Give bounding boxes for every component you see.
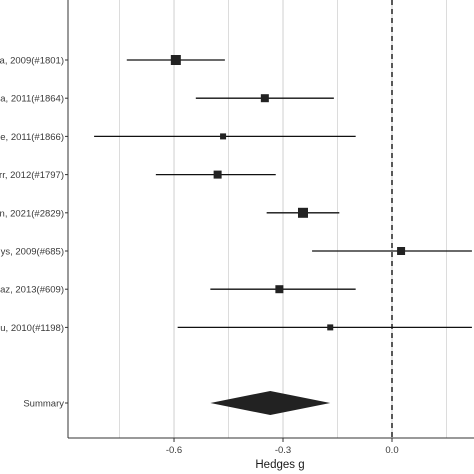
x-tick-label: -0.6 — [166, 445, 182, 456]
effect-size-marker — [260, 94, 269, 103]
study-labels: la, 2009(#1801) la, 2011(#1864) ee, 2011(#… — [0, 56, 68, 410]
effect-size-marker — [327, 324, 334, 331]
study-marks — [94, 55, 472, 331]
study-label: ee, 2011(#1866) — [0, 132, 64, 143]
effect-size-marker — [213, 170, 222, 179]
grid-lines — [119, 0, 447, 438]
effect-size-marker — [170, 55, 181, 65]
study-label: uys, 2009(#685) — [0, 247, 64, 258]
x-axis: -0.6 -0.3 0.0 — [166, 438, 399, 456]
x-tick-label: -0.3 — [275, 445, 291, 456]
study-label: iu, 2010(#1198) — [0, 323, 64, 334]
x-axis-title: Hedges g — [255, 459, 304, 471]
effect-size-marker — [297, 207, 308, 218]
study-label: iaz, 2013(#609) — [0, 285, 64, 296]
effect-size-marker — [397, 247, 406, 255]
summary-diamond — [210, 391, 331, 415]
summary-label: Summary — [23, 399, 64, 410]
study-label: rr, 2012(#1797) — [0, 170, 64, 181]
study-label: an, 2021(#2829) — [0, 208, 64, 219]
effect-size-marker — [275, 285, 284, 294]
study-label: la, 2011(#1864) — [0, 94, 64, 105]
x-tick-label: 0.0 — [385, 445, 398, 456]
effect-size-marker — [220, 133, 227, 140]
study-label: la, 2009(#1801) — [0, 56, 64, 67]
